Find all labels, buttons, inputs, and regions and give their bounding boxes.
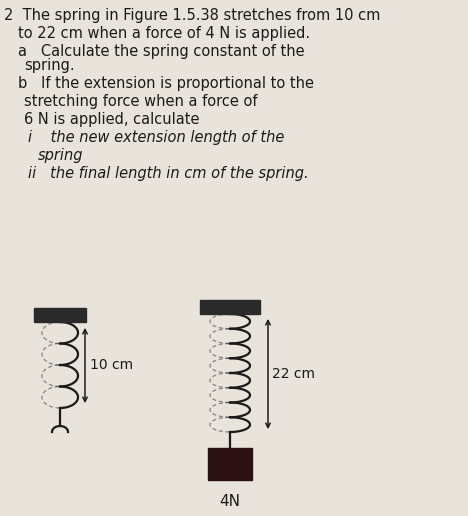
Text: 2  The spring in Figure 1.5.38 stretches from 10 cm: 2 The spring in Figure 1.5.38 stretches … — [4, 8, 380, 23]
Text: 10 cm: 10 cm — [90, 358, 133, 372]
Text: 6 N is applied, calculate: 6 N is applied, calculate — [24, 112, 199, 127]
Text: a   Calculate the spring constant of the: a Calculate the spring constant of the — [18, 44, 305, 59]
Bar — [208, 448, 252, 480]
Text: 4N: 4N — [219, 494, 241, 509]
Text: stretching force when a force of: stretching force when a force of — [24, 94, 257, 109]
Bar — [34, 308, 86, 322]
Text: to 22 cm when a force of 4 N is applied.: to 22 cm when a force of 4 N is applied. — [18, 26, 310, 41]
Text: ii   the final length in cm of the spring.: ii the final length in cm of the spring. — [28, 166, 308, 181]
Text: spring.: spring. — [24, 58, 74, 73]
Text: 22 cm: 22 cm — [272, 367, 315, 381]
Text: spring: spring — [38, 148, 83, 163]
Text: i    the new extension length of the: i the new extension length of the — [28, 130, 285, 145]
Text: b   If the extension is proportional to the: b If the extension is proportional to th… — [18, 76, 314, 91]
Bar — [200, 300, 260, 314]
